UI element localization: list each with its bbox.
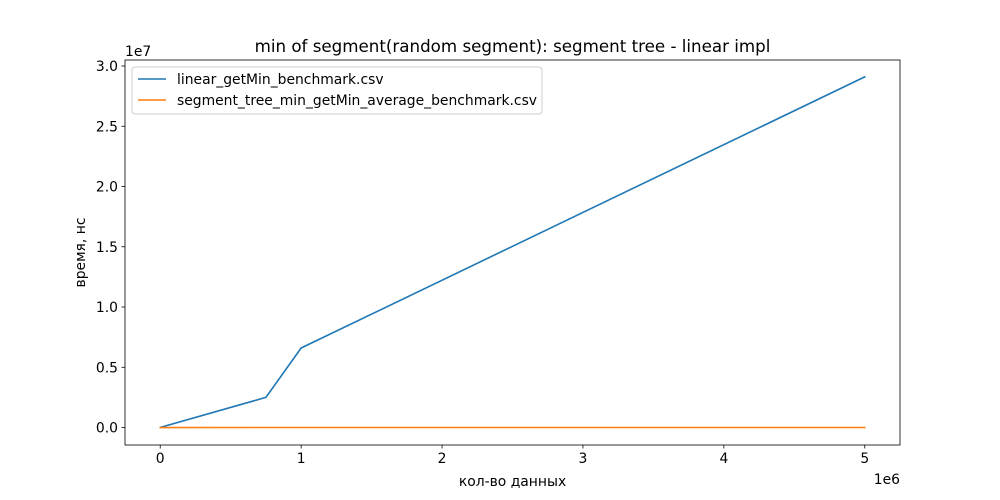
- legend-box: [131, 66, 543, 115]
- legend-label-0: linear_getMin_benchmark.csv: [177, 72, 384, 88]
- plot-frame: [124, 59, 901, 446]
- series-line-0: [159, 75, 866, 429]
- y-tick-label: 3.0: [96, 59, 118, 75]
- chart-title: min of segment(random segment): segment …: [255, 36, 771, 56]
- legend-label-1: segment_tree_min_getMin_average_benchmar…: [177, 93, 537, 109]
- series-layer: [159, 75, 866, 429]
- x-tick-label: 2: [438, 451, 447, 467]
- x-tick-label: 1: [297, 451, 306, 467]
- y-axis-label: время, нс: [73, 218, 89, 288]
- x-tick-label: 4: [719, 451, 728, 467]
- x-tick-label: 5: [860, 451, 869, 467]
- legend: linear_getMin_benchmark.csv segment_tree_…: [131, 66, 543, 115]
- y-tick-label: 0.0: [96, 421, 118, 437]
- y-axis-ticks: 0.0 0.5 1.0 1.5 2.0 2.5 3.0: [96, 59, 125, 437]
- x-axis-ticks: 0 1 2 3 4 5: [156, 445, 869, 467]
- x-tick-label: 0: [156, 451, 165, 467]
- y-tick-label: 2.5: [96, 119, 118, 135]
- y-tick-label: 0.5: [96, 360, 118, 376]
- y-offset-label: 1e7: [125, 44, 151, 60]
- legend-entries: linear_getMin_benchmark.csv segment_tree_…: [138, 72, 537, 109]
- x-tick-label: 3: [579, 451, 588, 467]
- plot-area: [124, 59, 901, 446]
- x-offset-label: 1e6: [874, 472, 900, 488]
- y-tick-label: 1.5: [96, 240, 118, 256]
- x-axis-label: кол-во данных: [459, 474, 566, 490]
- y-tick-label: 2.0: [96, 180, 118, 196]
- y-tick-label: 1.0: [96, 300, 118, 316]
